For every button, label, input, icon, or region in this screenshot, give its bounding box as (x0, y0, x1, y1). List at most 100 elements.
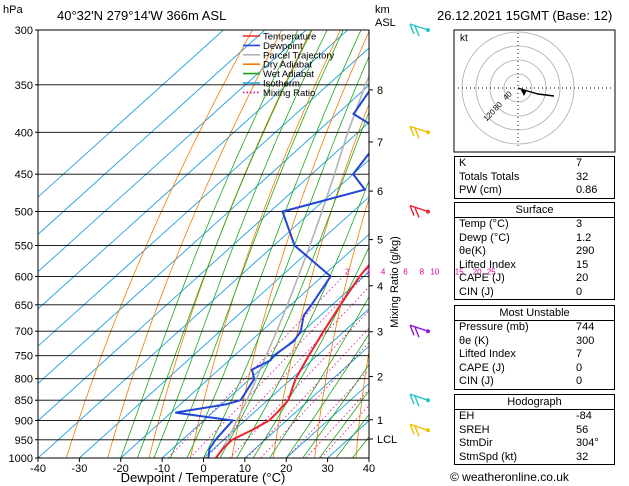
most-unstable-title: Most Unstable (455, 306, 614, 321)
pressure-tick-label: 400 (15, 127, 33, 139)
temperature-tick-label: 20 (280, 463, 292, 475)
most_unstable-value: 0 (576, 375, 583, 387)
hodograph-panel: Hodograph EH -84 SREH 56 StmDir 304° StmSpd (k… (454, 394, 615, 465)
most_unstable-row: Lifted Index 7 (455, 348, 614, 362)
pressure-tick-label: 950 (15, 435, 33, 447)
dry-adiabat (314, 197, 369, 458)
isotherm (38, 30, 224, 198)
surface-value: 20 (576, 272, 589, 284)
most_unstable-value: 744 (576, 321, 595, 333)
wind-barb (409, 23, 430, 37)
hodograph-unit: kt (460, 33, 468, 44)
mixing-ratio-line (205, 286, 369, 458)
height-tick-label: 7 (377, 137, 383, 149)
isotherm (38, 30, 307, 273)
y-axis-label: Mixing Ratio (g/kg) (389, 236, 401, 328)
height-tick-label: 8 (377, 85, 383, 97)
surface-panel: Surface Temp (°C) 3 Dewp (°C) 1.2 θe(K) 290 Li… (454, 202, 615, 300)
most_unstable-row: θe (K) 300 (455, 335, 614, 349)
temperature-tick-label: 40 (363, 463, 375, 475)
temperature-tick-label: 30 (322, 463, 334, 475)
location-title: 40°32'N 279°14'W 366m ASL (57, 8, 226, 23)
hodograph-value: 32 (576, 450, 589, 463)
mixing-ratio-line (246, 327, 369, 458)
pressure-tick-label: 300 (15, 25, 33, 37)
wind-barbs (409, 23, 430, 437)
mixing-ratio-line (189, 276, 365, 458)
pressure-tick-label: 750 (15, 351, 33, 363)
wet-adiabat (319, 390, 369, 458)
pressure-tick-label: 550 (15, 240, 33, 252)
isotherm (38, 30, 348, 310)
height-tick-label: 5 (377, 235, 383, 247)
pressure-tick-label: 450 (15, 169, 33, 181)
dry-adiabat (65, 30, 253, 458)
pressure-tick-label: 500 (15, 207, 33, 219)
height-tick-label: 2 (377, 371, 383, 383)
isotherm (244, 345, 369, 458)
hpa-label: hPa (3, 4, 23, 16)
temperature-tick-label: -10 (154, 463, 170, 475)
pressure-tick-label: 700 (15, 326, 33, 338)
pressure-tick-label: 350 (15, 80, 33, 92)
top-label: PW (cm) (459, 184, 502, 196)
hodograph-label: EH (459, 410, 475, 422)
temperature-tick-label: 0 (200, 463, 206, 475)
legend-label: Dry Adiabat (263, 60, 312, 71)
wind-barb (409, 324, 430, 338)
indices-top-panel: K 7 Totals Totals 32 PW (cm) 0.86 (454, 156, 615, 199)
hodograph-row: StmDir 304° (455, 437, 614, 451)
mixing-ratio-label: 15 (455, 267, 464, 276)
legend-label: Parcel Trajectory (263, 50, 335, 61)
most_unstable-label: CIN (J) (459, 375, 494, 387)
dry-adiabat (355, 349, 369, 458)
surface-label: CAPE (J) (459, 272, 505, 284)
surface-row: Dewp (°C) 1.2 (455, 232, 614, 246)
pressure-tick-label: 800 (15, 374, 33, 386)
x-axis-label: Dewpoint / Temperature (°C) (121, 470, 286, 485)
credit-footer: © weatheronline.co.uk (450, 470, 569, 484)
isotherm (203, 308, 369, 458)
legend-label: Mixing Ratio (263, 88, 315, 99)
mixing-ratio-label: 20 (473, 267, 482, 276)
pressure-tick-label: 850 (15, 395, 33, 407)
surface-label: Temp (°C) (459, 218, 509, 230)
asl-label: ASL (375, 17, 396, 29)
isotherm (38, 159, 369, 458)
legend-label: Isotherm (263, 79, 300, 90)
height-tick-label: 4 (377, 281, 383, 293)
pressure-tick-label: 600 (15, 271, 33, 283)
surface-value: 0 (576, 285, 583, 298)
isotherm (38, 30, 266, 235)
hodograph-value: 304° (576, 437, 599, 449)
wind-barb (409, 423, 430, 437)
temperature-tick-label: -30 (71, 463, 87, 475)
isobar-lines (38, 29, 369, 459)
hodograph-row: StmSpd (kt) 32 (455, 451, 614, 465)
most_unstable-label: Lifted Index (459, 348, 516, 360)
mixing-ratio-line (286, 368, 369, 458)
mixing-ratio-line (229, 310, 369, 458)
surface-title: Surface (455, 203, 614, 218)
surface-value: 15 (576, 258, 589, 271)
hodograph-trace (517, 87, 555, 97)
pressure-tick-label: 900 (15, 416, 33, 428)
legend-label: Dewpoint (263, 41, 303, 52)
hodograph-value: 56 (576, 423, 589, 436)
most_unstable-label: θe (K) (459, 334, 489, 347)
wet-adiabat (285, 333, 369, 458)
hodograph-label: StmDir (459, 437, 493, 449)
mixing-ratio-line (305, 388, 369, 458)
top-value: 32 (576, 170, 589, 183)
legend-label: Temperature (263, 32, 316, 43)
surface-label: Dewp (°C) (459, 231, 510, 244)
dry-adiabat (107, 30, 283, 458)
wet-adiabat (302, 363, 369, 458)
height-tick-label: LCL (377, 434, 397, 446)
wind-barb (409, 204, 430, 218)
most_unstable-label: Pressure (mb) (459, 321, 529, 333)
mixing-ratio-line (260, 341, 369, 458)
mixing-ratio-label: 10 (430, 267, 439, 276)
